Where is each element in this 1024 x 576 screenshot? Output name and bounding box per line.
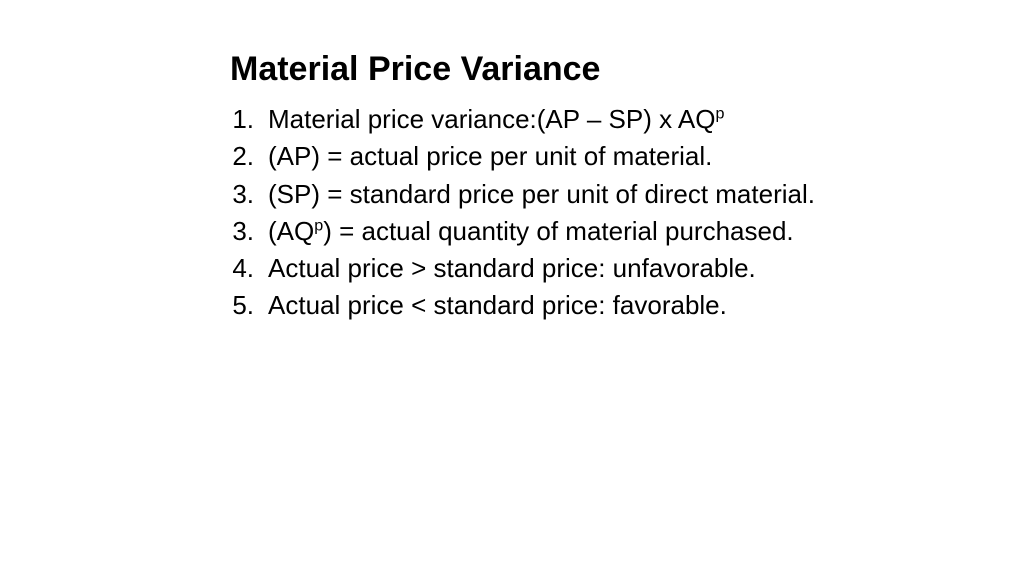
list-number: 3. [230,215,268,248]
list-item: 4. Actual price > standard price: unfavo… [230,252,904,285]
list-number: 4. [230,252,268,285]
list-text: Actual price > standard price: unfavorab… [268,252,904,285]
list-number: 2. [230,140,268,173]
list-text: (SP) = standard price per unit of direct… [268,178,904,211]
list-item: 3. (AQp) = actual quantity of material p… [230,215,904,248]
list-item: 3. (SP) = standard price per unit of dir… [230,178,904,211]
list-number: 3. [230,178,268,211]
definition-list: 1. Material price variance:(AP – SP) x A… [230,103,904,323]
list-text: Material price variance:(AP – SP) x AQp [268,103,904,136]
list-number: 1. [230,103,268,136]
slide-title: Material Price Variance [230,50,904,89]
list-number: 5. [230,289,268,322]
list-text: Actual price < standard price: favorable… [268,289,904,322]
list-item: 5. Actual price < standard price: favora… [230,289,904,322]
list-text: (AP) = actual price per unit of material… [268,140,904,173]
list-item: 2. (AP) = actual price per unit of mater… [230,140,904,173]
list-text: (AQp) = actual quantity of material purc… [268,215,904,248]
slide: Material Price Variance 1. Material pric… [0,0,1024,576]
list-item: 1. Material price variance:(AP – SP) x A… [230,103,904,136]
